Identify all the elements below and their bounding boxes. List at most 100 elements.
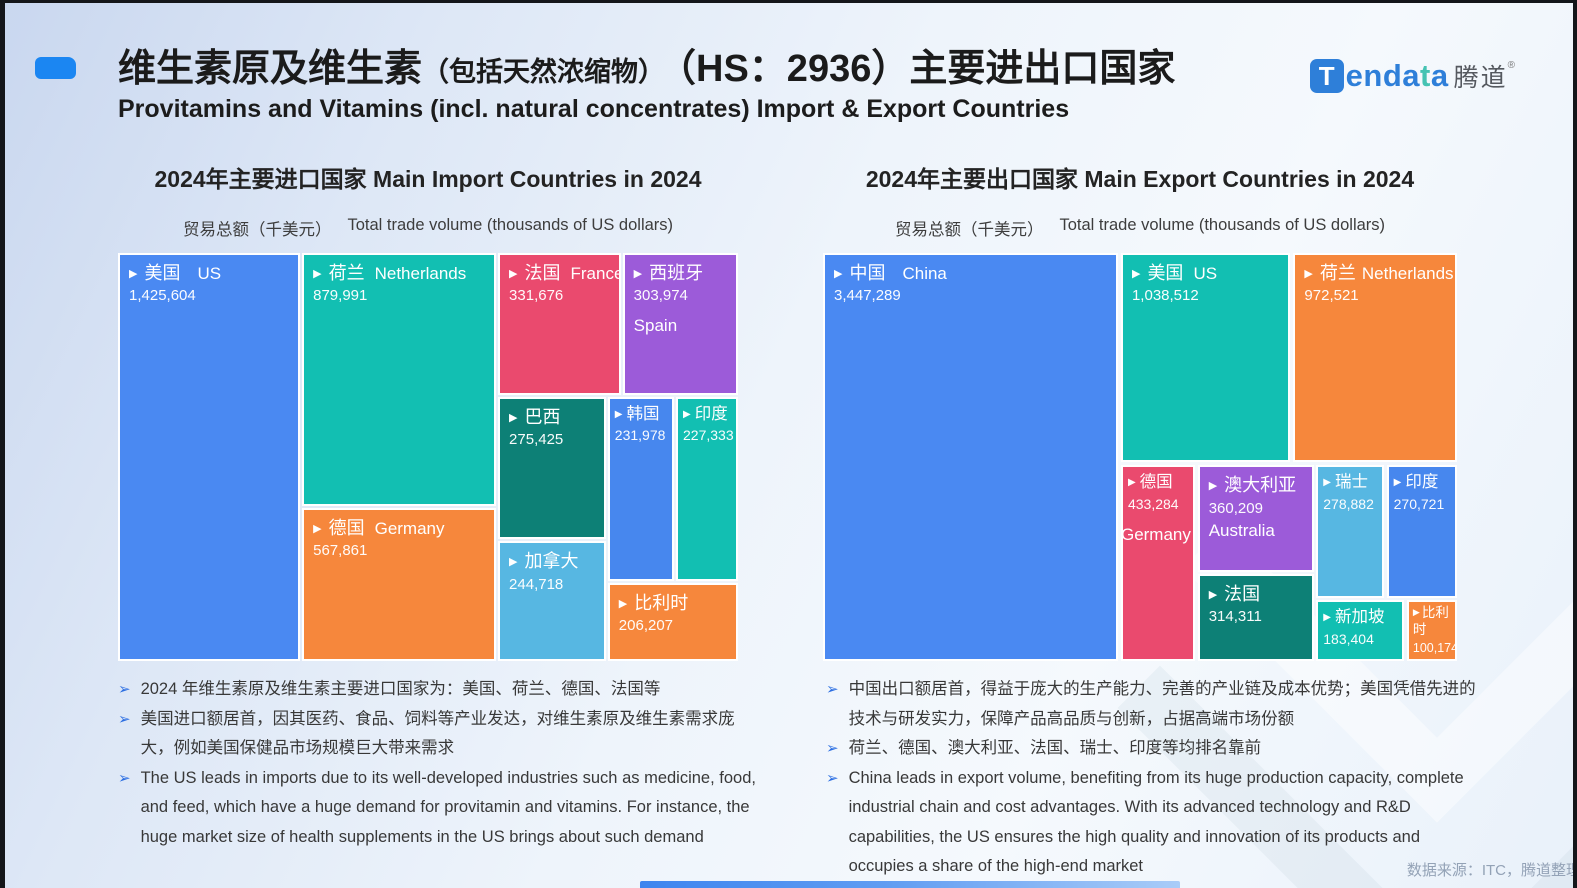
tendata-logo: T endata 腾道 ® — [1309, 58, 1515, 94]
triangle-marker-icon: ▶ — [834, 268, 843, 280]
export-section-title: 2024年主要出口国家 Main Export Countries in 202… — [865, 166, 1415, 192]
tile-value: 270,721 — [1393, 495, 1445, 512]
tile-label: ▶ 西班牙 — [634, 262, 727, 285]
unit-label-en: Total trade volume (thousands of US doll… — [1059, 216, 1386, 234]
tile-switzerland[interactable]: ▶ 瑞士 278,882 — [1316, 465, 1385, 599]
tile-label: ▶ 印度 — [683, 404, 731, 425]
triangle-marker-icon: ▶ — [509, 556, 518, 569]
window-edge-right — [1573, 0, 1577, 888]
triangle-marker-icon: ▶ — [633, 268, 643, 280]
tile-label: ▶ 加拿大 — [509, 550, 595, 573]
tile-us[interactable]: ▶ 美国 US 1,038,512 — [1120, 253, 1291, 463]
tile-india[interactable]: ▶ 印度 227,333 — [676, 397, 738, 581]
unit-label-en: Total trade volume (thousands of US doll… — [347, 216, 674, 234]
tile-label: ▶ 澳大利亚 — [1209, 474, 1303, 497]
tile-name-zh: 美国 — [144, 263, 181, 283]
triangle-marker-icon: ▶ — [683, 409, 691, 421]
tile-label: ▶ 新加坡 — [1323, 607, 1397, 628]
tile-spain[interactable]: ▶ 西班牙 303,974 Spain — [622, 253, 738, 395]
tile-name-en: Spain — [633, 316, 678, 336]
tile-singapore[interactable]: ▶ 新加坡 183,404 — [1316, 600, 1405, 661]
tile-name-en: US — [197, 264, 222, 283]
triangle-marker-icon: ▶ — [1412, 607, 1420, 618]
tile-us[interactable]: ▶ 美国 US 1,425,604 — [118, 253, 301, 661]
tile-netherlands[interactable]: ▶ 荷兰 Netherlands 972,521 — [1293, 253, 1457, 463]
tile-canada[interactable]: ▶ 加拿大 244,718 — [498, 541, 606, 661]
tile-name-zh: 加拿大 — [524, 551, 579, 572]
export-treemap-chart: ▶ 中国 China 3,447,289 ▶ 美国 US 1,038,512 ▶ 荷兰 Ne… — [823, 253, 1457, 661]
tile-label: ▶ 印度 — [1394, 472, 1450, 493]
tile-name-zh: 澳大利亚 — [1224, 475, 1297, 496]
tile-label: ▶ 比利时 — [1413, 605, 1451, 639]
footer-accent-bar — [640, 881, 1180, 888]
title-zh: 维生素原及维生素（包括天然浓缩物） （HS：2936）主要进出口国家 — [118, 48, 1175, 91]
import-section-header: 2024年主要进口国家 Main Import Countries in 202… — [118, 160, 738, 240]
tile-name-zh: 印度 — [694, 405, 728, 424]
arrow-bullet-icon: ➢ — [118, 710, 131, 728]
tile-name-en: Netherlands — [374, 264, 467, 283]
triangle-marker-icon: ▶ — [509, 412, 518, 425]
tile-name-zh: 新加坡 — [1334, 608, 1385, 627]
tile-australia[interactable]: ▶ 澳大利亚 360,209 Australia — [1197, 465, 1314, 573]
tile-brazil[interactable]: ▶ 巴西 275,425 — [498, 397, 606, 539]
tile-label: ▶ 法国 France — [509, 262, 619, 285]
tile-value: 360,209 — [1208, 499, 1263, 517]
triangle-marker-icon: ▶ — [1131, 268, 1141, 280]
import-section-title: 2024年主要进口国家 Main Import Countries in 202… — [154, 166, 702, 192]
tile-value: 231,978 — [614, 427, 666, 444]
data-source-note: 数据来源：ITC，腾道整理 — [1406, 862, 1577, 879]
tile-value: 1,038,512 — [1131, 287, 1199, 305]
import-section-unit: 贸易总额（千美元） Total trade volume (thousands … — [118, 216, 738, 240]
tile-value: 567,861 — [313, 542, 368, 560]
tile-value: 227,333 — [683, 427, 734, 444]
export-notes: ➢ 中国出口额居首，得益于庞大的生产能力、完善的产业链及成本优势；美国凭借先进的技… — [826, 675, 1481, 882]
tile-netherlands[interactable]: ▶ 荷兰 Netherlands 879,991 — [302, 253, 497, 506]
tile-germany[interactable]: ▶ 德国 Germany 567,861 — [302, 508, 497, 661]
tile-china[interactable]: ▶ 中国 China 3,447,289 — [823, 253, 1119, 661]
tile-name-zh: 瑞士 — [1334, 473, 1368, 492]
tile-label: ▶ 法国 — [1209, 583, 1303, 606]
tile-label: ▶ 比利时 — [619, 592, 727, 615]
wordmark-part2: a — [1430, 58, 1449, 93]
note-text: 中国出口额居首，得益于庞大的生产能力、完善的产业链及成本优势；美国凭借先进的技术… — [848, 680, 1476, 728]
tile-name-zh: 荷兰 — [1319, 263, 1356, 283]
tile-india[interactable]: ▶ 印度 270,721 — [1386, 465, 1457, 599]
tile-label: ▶ 德国 — [1128, 472, 1188, 493]
tile-value: 433,284 — [1127, 495, 1179, 512]
tile-label: ▶ 韩国 — [615, 404, 667, 425]
title-accent-bar — [35, 57, 76, 79]
tile-germany[interactable]: ▶ 德国 433,284 Germany — [1120, 465, 1196, 661]
tile-value: 3,447,289 — [834, 287, 901, 305]
tile-value: 303,974 — [633, 287, 688, 305]
tendata-wordmark: endata — [1346, 58, 1449, 94]
tile-name-zh: 德国 — [328, 518, 365, 538]
page-title: 维生素原及维生素（包括天然浓缩物） （HS：2936）主要进出口国家 Provit… — [118, 48, 1175, 124]
triangle-marker-icon: ▶ — [313, 523, 322, 535]
arrow-bullet-icon: ➢ — [118, 769, 131, 787]
tile-name-zh: 巴西 — [524, 407, 561, 428]
window-edge-left — [0, 0, 5, 888]
tile-label: ▶ 荷兰 Netherlands — [1304, 262, 1453, 285]
tile-belgium[interactable]: ▶ 比利时 100,174 — [1406, 600, 1457, 661]
tile-south-korea[interactable]: ▶ 韩国 231,978 — [607, 397, 675, 581]
tile-name-zh: 比利时 — [634, 593, 689, 614]
arrow-bullet-icon: ➢ — [826, 681, 839, 698]
tile-belgium[interactable]: ▶ 比利时 206,207 — [607, 583, 738, 661]
tile-label: ▶ 巴西 — [509, 406, 595, 429]
triangle-marker-icon: ▶ — [614, 409, 623, 421]
tile-france[interactable]: ▶ 法国 France 331,676 — [498, 253, 621, 395]
note-item: ➢ 荷兰、德国、澳大利亚、法国、瑞士、印度等均排名靠前 — [826, 734, 1481, 764]
note-text: China leads in export volume, benefiting… — [848, 768, 1464, 876]
tile-name-zh: 中国 — [849, 263, 886, 283]
window-edge-top — [0, 0, 1577, 3]
tile-name-en: Australia — [1208, 521, 1275, 541]
tile-name-zh: 荷兰 — [328, 263, 365, 283]
title-zh-paren: （包括天然浓缩物） — [422, 57, 666, 87]
tile-value: 972,521 — [1304, 287, 1359, 305]
registered-mark: ® — [1507, 60, 1515, 71]
tile-name-zh: 法国 — [1224, 584, 1261, 605]
tile-france[interactable]: ▶ 法国 314,311 — [1197, 574, 1314, 661]
unit-label-zh: 贸易总额（千美元） — [182, 221, 332, 239]
triangle-marker-icon: ▶ — [1323, 612, 1331, 624]
